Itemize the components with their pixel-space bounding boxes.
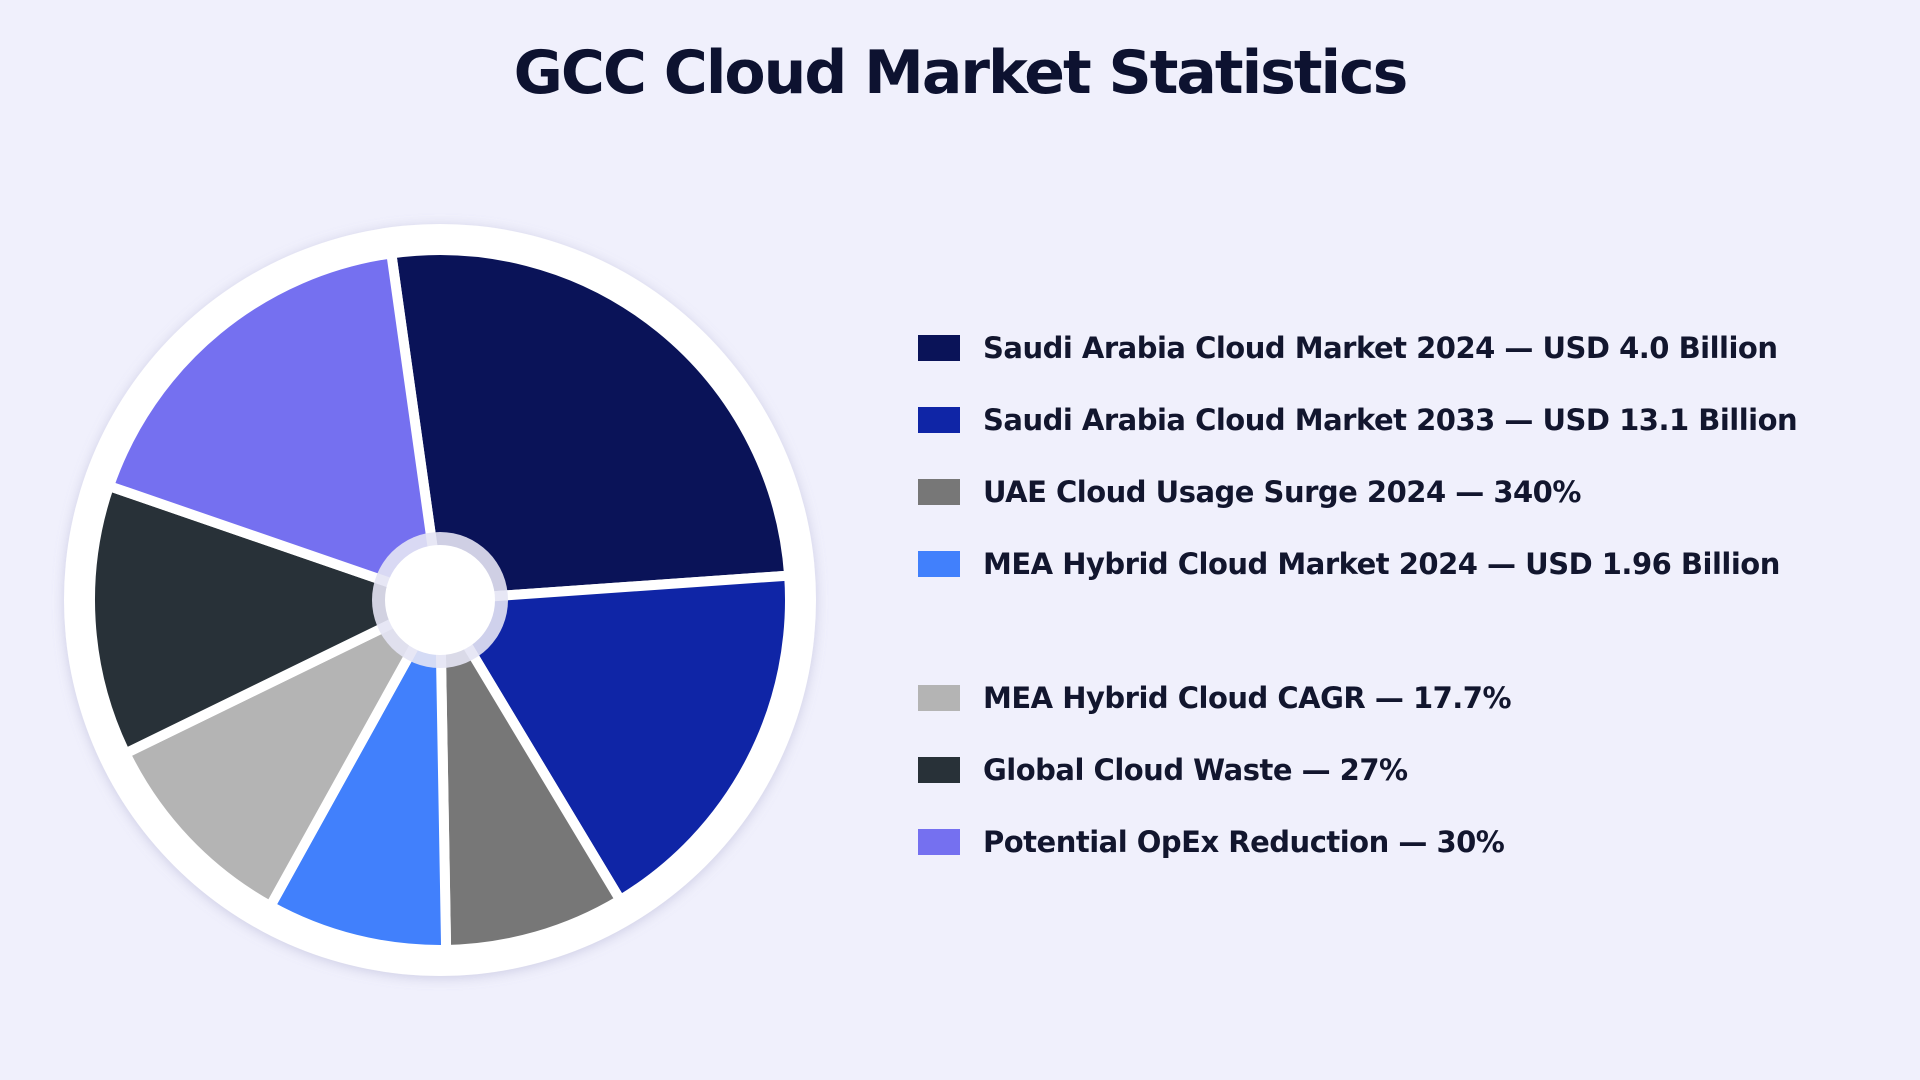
pie-slice xyxy=(104,248,445,605)
legend-item: MEA Hybrid Cloud CAGR — 17.7% xyxy=(918,678,1512,718)
legend-label: MEA Hybrid Cloud Market 2024 — USD 1.96 … xyxy=(983,547,1780,581)
legend-swatch xyxy=(918,479,960,505)
legend-label: UAE Cloud Usage Surge 2024 — 340% xyxy=(983,475,1581,509)
pie-center-hole xyxy=(385,545,495,655)
pie-slice xyxy=(435,595,626,955)
legend-swatch xyxy=(918,757,960,783)
legend-item: Potential OpEx Reduction — 30% xyxy=(918,822,1505,862)
legend-swatch xyxy=(918,685,960,711)
legend-swatch xyxy=(918,829,960,855)
pie-slice xyxy=(435,570,795,906)
chart-title: GCC Cloud Market Statistics xyxy=(513,38,1409,108)
legend-swatch xyxy=(918,551,960,577)
legend-label: Global Cloud Waste — 27% xyxy=(983,753,1408,787)
legend-label: Potential OpEx Reduction — 30% xyxy=(983,825,1505,859)
pie-slice xyxy=(85,481,445,759)
chart-legend: Saudi Arabia Cloud Market 2024 — USD 4.0… xyxy=(918,0,1898,1080)
legend-swatch xyxy=(918,335,960,361)
legend-label: MEA Hybrid Cloud CAGR — 17.7% xyxy=(983,681,1512,715)
pie-slice xyxy=(386,245,795,605)
pie-slices xyxy=(85,245,795,955)
legend-label: Saudi Arabia Cloud Market 2024 — USD 4.0… xyxy=(983,331,1778,365)
legend-item: MEA Hybrid Cloud Market 2024 — USD 1.96 … xyxy=(918,544,1780,584)
pie-slice xyxy=(265,595,452,955)
pie-slice xyxy=(120,595,445,912)
legend-item: Saudi Arabia Cloud Market 2024 — USD 4.0… xyxy=(918,328,1778,368)
legend-item: UAE Cloud Usage Surge 2024 — 340% xyxy=(918,472,1581,512)
legend-label: Saudi Arabia Cloud Market 2033 — USD 13.… xyxy=(983,403,1798,437)
legend-swatch xyxy=(918,407,960,433)
legend-item: Saudi Arabia Cloud Market 2033 — USD 13.… xyxy=(918,400,1798,440)
legend-item: Global Cloud Waste — 27% xyxy=(918,750,1408,790)
